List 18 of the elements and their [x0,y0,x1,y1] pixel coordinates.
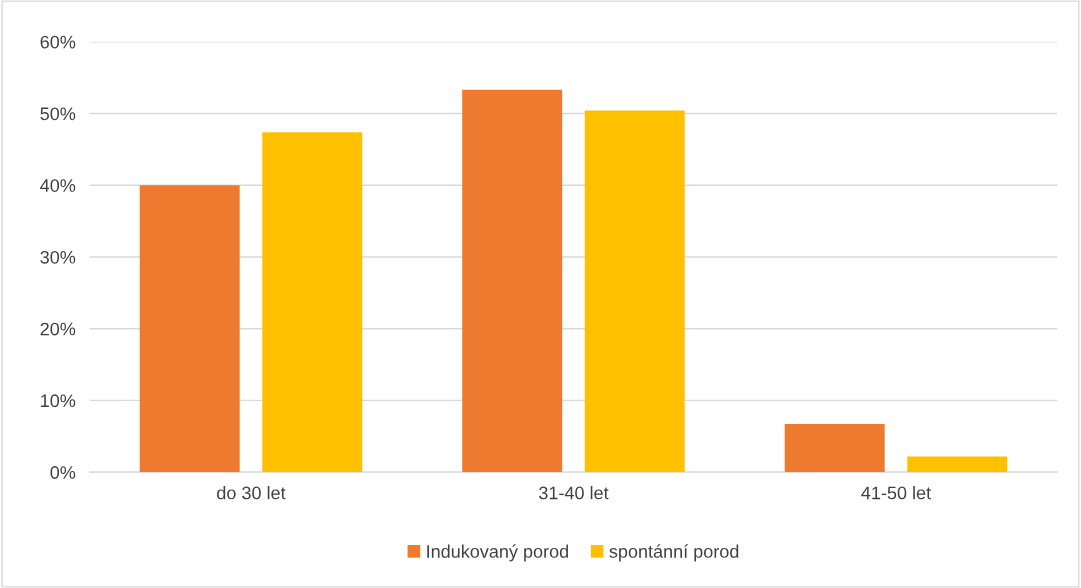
y-tick-label: 20% [40,322,76,336]
y-tick-label: 40% [40,179,76,192]
x-tick-label: 31-40 let [539,486,609,500]
y-tick-label: 50% [40,107,76,121]
bar [462,89,563,473]
y-tick-label: 60% [40,35,76,49]
bar [784,424,885,473]
bar [139,185,240,473]
bar [907,456,1008,473]
y-tick-label: 30% [40,250,76,264]
legend-label: spontánní porod [609,544,739,562]
y-tick-label: 0% [50,466,76,479]
y-tick-label: 10% [41,394,76,408]
bar [262,132,363,473]
x-tick-label: 41-50 let [861,486,931,500]
bar [584,110,685,473]
x-tick-label: do 30 let [217,486,286,500]
legend-label: Indukovaný porod [427,544,569,562]
